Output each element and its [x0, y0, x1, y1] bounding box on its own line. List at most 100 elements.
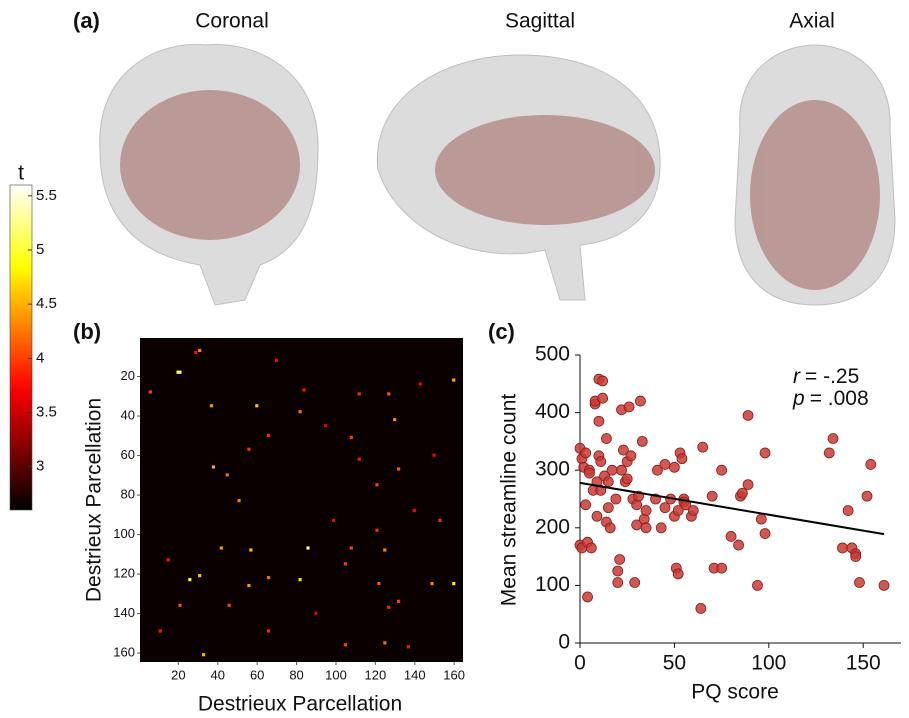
scatter-point [601, 434, 611, 444]
matrix-cell [397, 467, 400, 470]
scatter-point [688, 506, 698, 516]
y-tick-label: 100 [113, 526, 135, 541]
view-title: Axial [789, 10, 835, 33]
x-tick-label: 100 [751, 652, 786, 675]
scatter-point [743, 410, 753, 420]
matrix-cell [407, 645, 410, 648]
colorbar-tick-label: 5 [36, 241, 44, 258]
scatter-point [760, 448, 770, 458]
scatter-point [598, 376, 608, 386]
x-tick-label: 60 [250, 667, 264, 682]
matrix-cell [387, 392, 390, 395]
annotation-text: = -.25 [805, 365, 859, 388]
scatter-point [656, 523, 666, 533]
matrix-cell [350, 546, 353, 549]
matrix-cell [432, 454, 435, 457]
matrix-cell [198, 349, 201, 352]
y-tick-label: 400 [535, 400, 570, 423]
matrix-cell [383, 641, 386, 644]
scatter-point [734, 540, 744, 550]
matrix-cell [194, 351, 197, 354]
matrix-cell [267, 576, 270, 579]
annotation-symbol: p [792, 387, 805, 410]
colorbar-tick-label: 5.5 [36, 187, 57, 204]
matrix-cell [228, 604, 231, 607]
matrix-cell [178, 604, 181, 607]
matrix-cell [306, 546, 309, 549]
colorbar-tick-label: 4.5 [36, 295, 57, 312]
scatter-point [586, 543, 596, 553]
scatter-point [756, 514, 766, 524]
matrix-cell [387, 606, 390, 609]
matrix-cell [210, 404, 213, 407]
matrix-cell [149, 390, 152, 393]
scatter-point [717, 465, 727, 475]
matrix-cell [383, 548, 386, 551]
matrix-cell [220, 546, 223, 549]
matrix-cell [249, 548, 252, 551]
x-tick-label: 50 [663, 652, 686, 675]
y-tick-label: 80 [121, 486, 135, 501]
matrix-cell [375, 483, 378, 486]
scatter-point [584, 468, 594, 478]
colorbar [10, 185, 32, 510]
y-axis-label: Mean streamline count [498, 394, 521, 607]
matrix-cell [178, 371, 181, 374]
scatter-point [677, 454, 687, 464]
scatter-point [624, 402, 634, 412]
scatter-point [717, 563, 727, 573]
annotation-symbol: r [793, 365, 801, 388]
x-tick-label: 150 [846, 652, 881, 675]
scatter-point [594, 416, 604, 426]
x-tick-label: 140 [404, 667, 426, 682]
matrix-cell [167, 558, 170, 561]
scatter-point [707, 491, 717, 501]
scatter-point [698, 442, 708, 452]
scatter-point [615, 554, 625, 564]
matrix-cell [267, 629, 270, 632]
y-tick-label: 20 [121, 368, 135, 383]
scatter-point [879, 580, 889, 590]
y-tick-label: 120 [113, 566, 135, 581]
scatter-point [837, 543, 847, 553]
scatter-point [637, 436, 647, 446]
y-tick-label: 40 [121, 407, 135, 422]
scatter-point [603, 477, 613, 487]
matrix-cell [202, 653, 205, 656]
scatter-point [843, 506, 853, 516]
scatter-point [596, 457, 606, 467]
scatter-point [611, 494, 621, 504]
matrix-cell [226, 473, 229, 476]
colorbar-tick-label: 3 [36, 458, 44, 475]
annotation: p= .008 [792, 387, 869, 410]
x-axis-label: PQ score [691, 681, 779, 704]
scatter-point [630, 578, 640, 588]
scatter-point [617, 465, 627, 475]
matrix-cell [438, 519, 441, 522]
matrix-cell [452, 582, 455, 585]
scatter-point [626, 451, 636, 461]
matrix-cell [198, 574, 201, 577]
matrix-cell [419, 382, 422, 385]
scatter-point [613, 578, 623, 588]
matrix-cell [212, 465, 215, 468]
scatter-point [737, 488, 747, 498]
matrix-cell [324, 424, 327, 427]
matrix-cell [299, 410, 302, 413]
y-tick-label: 0 [558, 631, 570, 654]
scatter-point [635, 396, 645, 406]
y-tick-label: 200 [535, 515, 570, 538]
colorbar-label: t [18, 162, 24, 185]
y-tick-label: 100 [535, 573, 570, 596]
scatter-point [752, 580, 762, 590]
figure: (a)CoronalSagittalAxialt33.544.555.5(b)2… [0, 0, 909, 718]
scatter-point [641, 523, 651, 533]
matrix-cell [358, 458, 361, 461]
view-title: Sagittal [505, 10, 575, 33]
panel-label: (b) [73, 319, 101, 344]
matrix-cell [397, 600, 400, 603]
matrix-cell [452, 379, 455, 382]
matrix-cell [159, 629, 162, 632]
scatter-point [760, 529, 770, 539]
colorbar-tick-label: 3.5 [36, 403, 57, 420]
